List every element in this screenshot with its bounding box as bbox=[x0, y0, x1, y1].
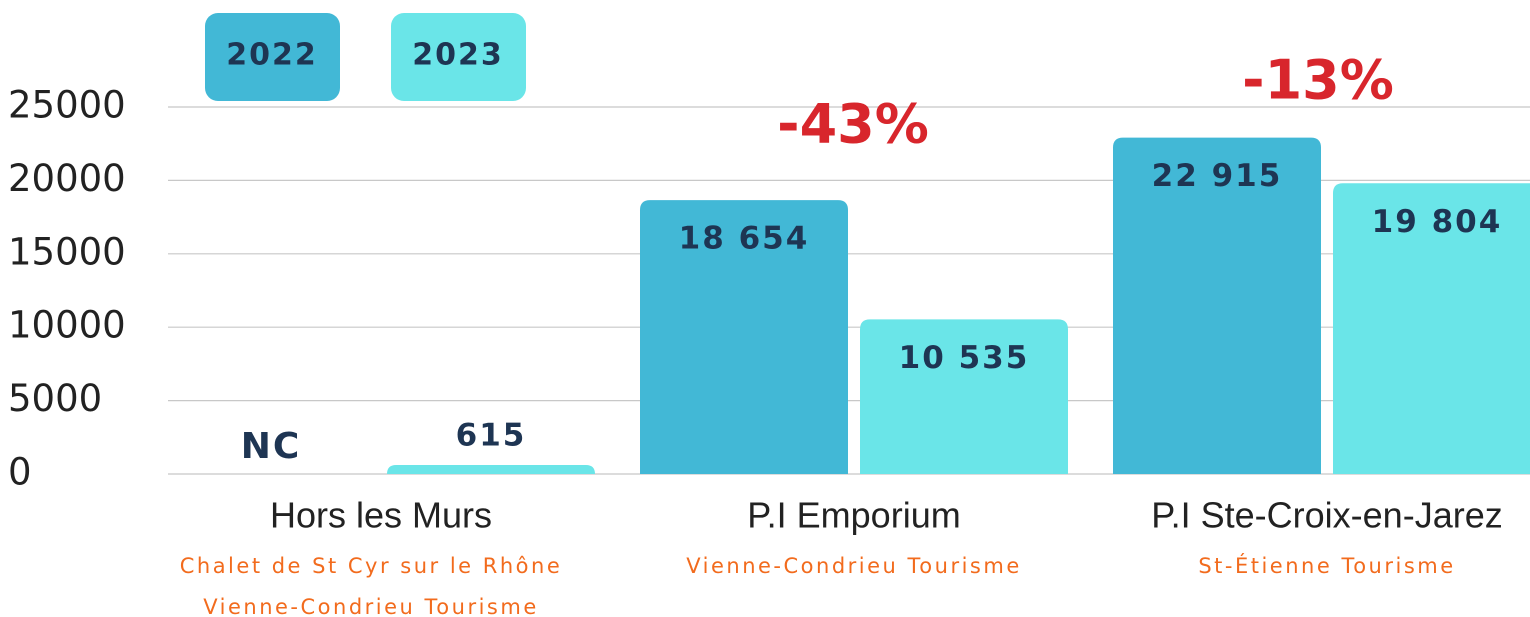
bar bbox=[1113, 137, 1321, 475]
annotation: -43% bbox=[777, 93, 929, 156]
value-label: 22 915 bbox=[1152, 158, 1283, 194]
x-sublabel: Vienne-Condrieu Tourisme bbox=[203, 595, 539, 617]
legend-swatch bbox=[205, 13, 340, 101]
value-label: 10 535 bbox=[899, 340, 1030, 376]
bar bbox=[1333, 183, 1530, 474]
x-sublabel: Chalet de St Cyr sur le Rhône bbox=[180, 554, 563, 578]
x-tick-label: Hors les Murs bbox=[270, 495, 492, 536]
y-tick-label: 5000 bbox=[8, 377, 102, 420]
bar bbox=[640, 200, 848, 474]
x-tick-label: P.I Ste-Croix-en-Jarez bbox=[1151, 495, 1502, 536]
y-tick-label: 0 bbox=[8, 451, 32, 494]
value-label: NC bbox=[241, 426, 302, 467]
x-tick-label: P.I Emporium bbox=[747, 495, 960, 536]
y-tick-label: 15000 bbox=[8, 230, 126, 273]
x-sublabel: St-Étienne Tourisme bbox=[1198, 553, 1455, 578]
bar bbox=[860, 319, 1068, 474]
value-label: 18 654 bbox=[679, 221, 810, 257]
value-label: 615 bbox=[456, 417, 527, 453]
value-label: 19 804 bbox=[1372, 204, 1503, 240]
legend-swatch bbox=[391, 13, 526, 101]
legend-label: 2022 bbox=[226, 38, 318, 73]
y-tick-label: 25000 bbox=[8, 84, 126, 127]
annotation: -13% bbox=[1242, 49, 1394, 112]
legend-label: 2023 bbox=[412, 38, 504, 73]
bar bbox=[387, 464, 595, 474]
y-tick-label: 10000 bbox=[8, 304, 126, 347]
y-tick-label: 20000 bbox=[8, 157, 126, 200]
x-sublabel: Vienne-Condrieu Tourisme bbox=[686, 554, 1022, 578]
